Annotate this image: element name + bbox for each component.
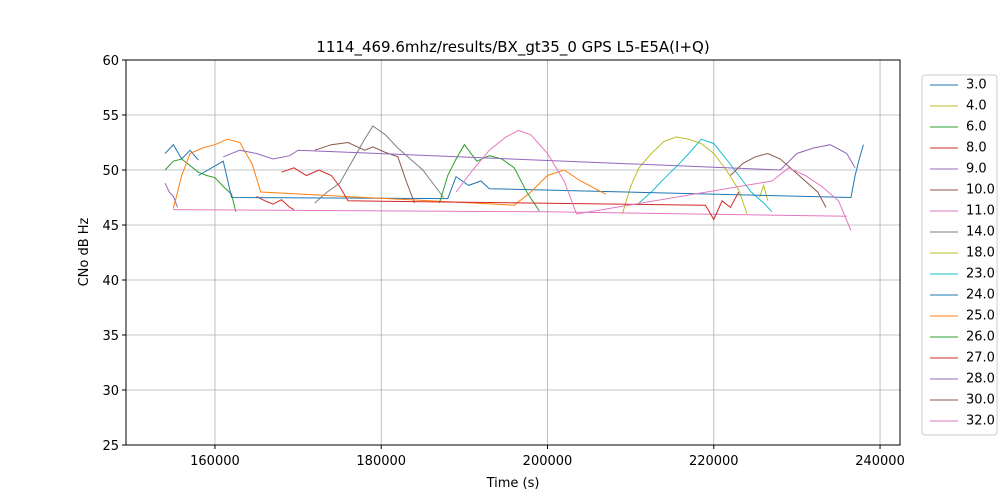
legend-label: 6.0 (966, 120, 987, 135)
series-line (198, 144, 864, 200)
legend: 3.0 4.0 6.0 8.0 9.0 10.0 11.0 14.0 18.0 23.0 24.0 2… (930, 78, 995, 429)
y-tick-label: 30 (102, 384, 119, 399)
series-line (759, 183, 769, 201)
series-line (730, 152, 827, 208)
series-line (172, 138, 606, 209)
legend-label: 4.0 (966, 99, 987, 114)
legend-label: 32.0 (966, 414, 995, 429)
y-tick-label: 60 (102, 54, 119, 69)
chart-title: 1114_469.6mhz/results/BX_gt35_0 GPS L5-E… (316, 38, 709, 57)
legend-label: 26.0 (966, 330, 995, 345)
series-line (621, 136, 748, 215)
y-axis-label: CNo dB Hz (77, 217, 92, 286)
legend-label: 18.0 (966, 246, 995, 261)
x-tick-label: 240000 (855, 454, 905, 469)
legend-label: 10.0 (966, 183, 995, 198)
series-line (164, 158, 237, 212)
series-line (223, 144, 856, 171)
series-line (173, 209, 847, 217)
legend-label: 11.0 (966, 204, 995, 219)
x-tick-label: 180000 (356, 454, 406, 469)
series-line (314, 125, 444, 204)
series-line (455, 129, 852, 231)
series-line (314, 141, 415, 204)
series-line (164, 182, 179, 208)
series-line (638, 138, 773, 213)
y-tick-label: 40 (102, 274, 119, 289)
legend-label: 25.0 (966, 309, 995, 324)
y-tick-label: 45 (102, 219, 119, 234)
legend-label: 28.0 (966, 372, 995, 387)
series-line (256, 195, 295, 211)
y-tick-label: 50 (102, 164, 119, 179)
plot-area (126, 59, 900, 446)
x-tick-label: 160000 (190, 454, 240, 469)
legend-label: 14.0 (966, 225, 995, 240)
axes-frame (125, 59, 901, 446)
legend-box (921, 74, 998, 436)
legend-label: 8.0 (966, 141, 987, 156)
series-line (438, 143, 540, 211)
legend-label: 30.0 (966, 393, 995, 408)
y-tick-label: 35 (102, 329, 119, 344)
legend-label: 9.0 (966, 162, 987, 177)
legend-label: 24.0 (966, 288, 995, 303)
y-tick-label: 25 (102, 439, 119, 454)
x-tick-label: 220000 (689, 454, 739, 469)
legend-label: 27.0 (966, 351, 995, 366)
x-axis-label: Time (s) (486, 476, 540, 491)
legend-label: 3.0 (966, 78, 987, 93)
x-tick-label: 200000 (523, 454, 573, 469)
series-line (281, 167, 740, 221)
y-tick-label: 55 (102, 109, 119, 124)
legend-label: 23.0 (966, 267, 995, 282)
